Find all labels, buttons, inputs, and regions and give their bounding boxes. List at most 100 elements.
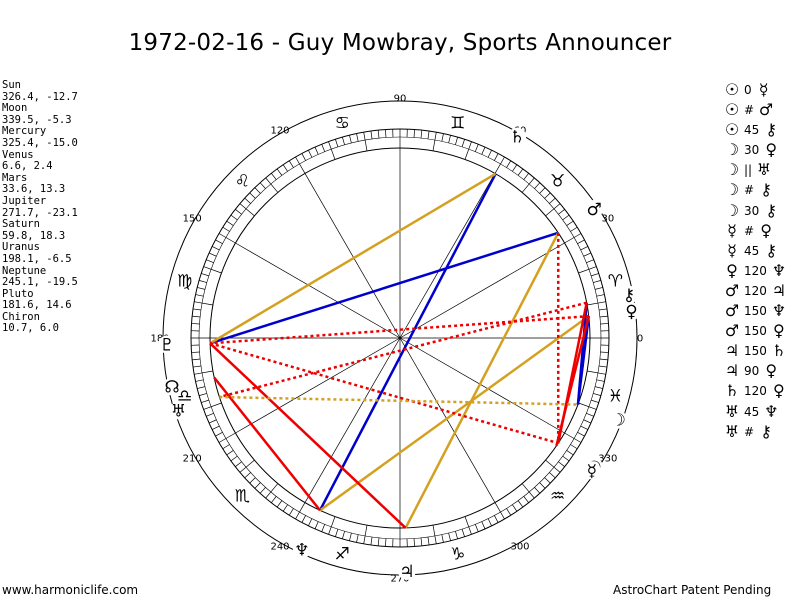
degree-tick [598, 365, 608, 368]
degree-tick [481, 521, 486, 530]
degree-tick [512, 504, 518, 512]
degree-tick [335, 139, 339, 147]
degree-tick [427, 536, 430, 546]
footer-website[interactable]: www.harmoniclife.com [2, 583, 139, 597]
degree-tick [191, 323, 200, 325]
degree-tick [566, 220, 574, 226]
degree-tick [215, 432, 223, 437]
aspect-orb: # [744, 223, 755, 238]
aspect-orb: 150 [744, 304, 767, 319]
degree-tick [363, 525, 368, 544]
planet-coords: 33.6, 13.3 [2, 183, 66, 196]
degree-tick [577, 239, 585, 244]
aspect-row: ☉ # ♂ [723, 100, 798, 120]
planet-glyph-icon: ⚷ [623, 286, 635, 306]
degree-tick [517, 500, 524, 508]
planet-name: Neptune [2, 264, 47, 277]
aspect-orb: 120 [744, 263, 767, 278]
degree-tick [594, 386, 603, 389]
degree-tick [230, 214, 238, 221]
degree-tick [441, 534, 444, 543]
degree-label: 30 [601, 214, 614, 225]
degree-tick [288, 508, 294, 516]
zodiac-sign-icon: ♉ [550, 171, 565, 191]
aspect-row: ♃ 150 ♄ [723, 341, 798, 361]
degree-tick [539, 482, 546, 489]
degree-tick [194, 370, 213, 375]
planet-name: Mars [2, 171, 28, 184]
degree-tick [448, 135, 451, 144]
planet-coords: 325.4, -15.0 [2, 136, 78, 149]
aspect-row: ☽ 30 ⚷ [723, 201, 798, 221]
degree-tick [206, 412, 214, 417]
degree-tick [295, 156, 306, 174]
aspect-line [318, 173, 497, 511]
degree-tick [211, 246, 220, 251]
planet-glyph-bg [619, 285, 638, 304]
aspect-row: ☿ # ♀ [723, 221, 798, 241]
degree-tick [215, 239, 223, 244]
aspect-orb: # [744, 424, 755, 439]
degree-tick [494, 502, 505, 520]
degree-label: 90 [394, 94, 407, 105]
degree-tick [195, 294, 204, 297]
degree-tick [580, 246, 589, 251]
degree-tick [517, 168, 524, 176]
degree-tick [494, 153, 499, 161]
degree-tick [599, 358, 608, 361]
aspect-line [576, 302, 588, 405]
planet-coords: 271.7, -23.1 [2, 206, 78, 219]
degree-tick [201, 399, 209, 403]
degree-tick [549, 197, 556, 204]
aspect-line [555, 315, 590, 447]
degree-tick [586, 412, 594, 417]
zodiac-sign-icon: ♈ [608, 271, 623, 291]
degree-label: 120 [270, 126, 289, 137]
aspect-orb: 150 [744, 324, 767, 339]
planet-glyph-icon: ♂ [586, 200, 601, 220]
degree-tick [523, 496, 529, 503]
aspect-orb: # [744, 183, 755, 198]
planet-glyph-bg [163, 377, 182, 396]
degree-tick [282, 164, 288, 172]
degree-tick [208, 252, 217, 257]
degree-tick [598, 308, 608, 311]
degree-tick [259, 182, 266, 189]
planet-glyph-icon: ♅ [171, 401, 186, 421]
degree-tick [192, 365, 202, 368]
degree-tick [558, 461, 565, 467]
degree-tick [288, 160, 294, 168]
planet-glyph-icon: ♅ [756, 160, 772, 180]
degree-tick [314, 146, 319, 155]
degree-tick [295, 502, 306, 520]
aspect-orb: 120 [744, 283, 767, 298]
degree-tick [349, 135, 352, 144]
degree-tick [249, 192, 256, 199]
degree-tick [481, 146, 486, 155]
degree-tick [564, 233, 582, 244]
planet-glyph-icon: ☿ [587, 461, 597, 481]
sign-spoke [399, 337, 496, 503]
planet-glyph-bg [397, 561, 416, 580]
sign-spoke [235, 337, 401, 434]
planet-glyph-icon: ♄ [724, 381, 740, 401]
degree-tick [455, 531, 458, 540]
degree-tick [413, 538, 415, 547]
aspect-row: ☿ 45 ⚷ [723, 241, 798, 261]
degree-tick [600, 323, 609, 325]
degree-label: 330 [598, 454, 617, 465]
degree-label: 270 [390, 574, 409, 585]
planet-glyph-icon: ♀ [773, 381, 785, 401]
degree-tick [534, 487, 541, 494]
planet-glyph-bg [622, 302, 641, 321]
aspect-row: ♂ 150 ♆ [723, 301, 798, 321]
degree-tick [226, 220, 234, 226]
degree-tick [591, 273, 599, 277]
degree-tick [596, 379, 605, 382]
zodiac-sign-icon: ♏ [235, 487, 250, 507]
degree-tick [558, 209, 565, 215]
planet-glyph-bg [582, 461, 601, 480]
planet-glyph-icon: ☿ [758, 80, 769, 99]
degree-tick [328, 516, 336, 535]
planet-glyph-icon: ♀ [765, 140, 778, 160]
